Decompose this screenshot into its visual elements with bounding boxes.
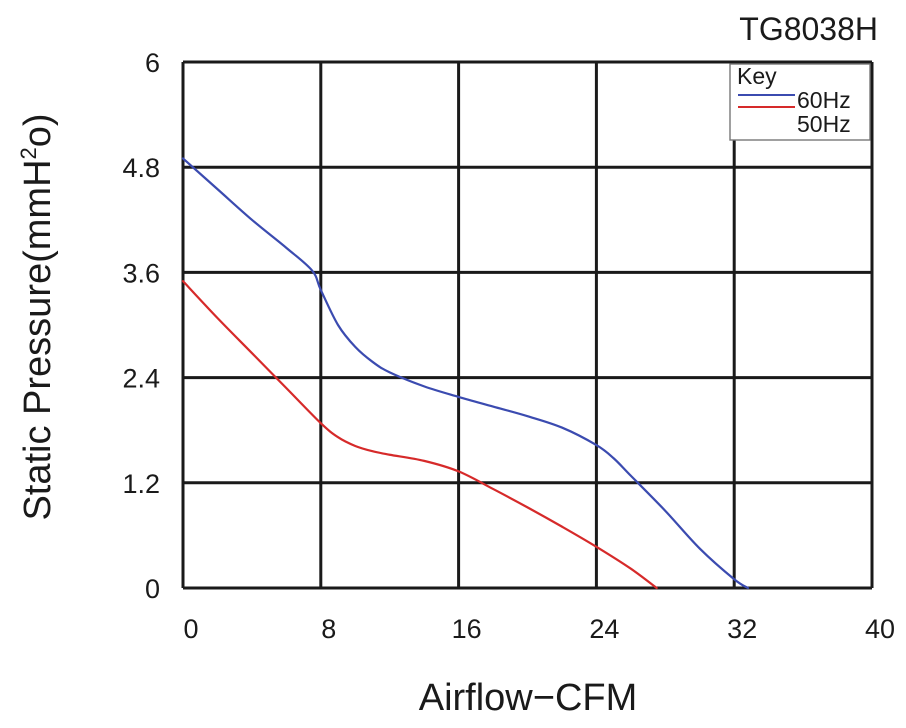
series-line-60hz	[181, 157, 750, 590]
y-tick-label-2: 2.4	[122, 364, 160, 394]
legend-label-60hz: 60Hz	[797, 87, 851, 113]
x-axis-label: Airflow−CFM	[419, 677, 638, 719]
x-tick-label-0: 0	[183, 614, 198, 644]
chart-title: TG8038H	[739, 11, 878, 47]
y-axis-label-end: o)	[17, 113, 59, 147]
y-tick-label-1: 1.2	[122, 469, 160, 499]
y-tick-label-0: 0	[145, 574, 160, 604]
tick-labels: 0 8 16 24 32 40 0 1.2 2.4 3.6 4.8 6	[122, 48, 895, 644]
grid	[181, 60, 874, 590]
legend-label-50hz: 50Hz	[797, 111, 851, 137]
y-axis-label-main: Static Pressure(mmH	[17, 159, 59, 520]
y-tick-label-5: 6	[145, 48, 160, 78]
y-axis-label-superscript: 2	[16, 147, 41, 159]
series-line-50hz	[181, 280, 658, 590]
y-axis-label: Static Pressure(mmH2o)	[16, 113, 59, 520]
legend-box	[729, 63, 871, 141]
x-tick-label-4: 32	[727, 614, 757, 644]
x-tick-label-5: 40	[865, 614, 895, 644]
series-lines	[181, 157, 750, 590]
x-tick-label-1: 8	[321, 614, 336, 644]
x-tick-label-3: 24	[589, 614, 619, 644]
x-tick-label-2: 16	[452, 614, 482, 644]
y-tick-label-4: 4.8	[122, 153, 160, 183]
y-tick-label-3: 3.6	[122, 258, 160, 288]
legend: Key 60Hz 50Hz	[729, 63, 871, 141]
legend-title: Key	[737, 63, 777, 89]
